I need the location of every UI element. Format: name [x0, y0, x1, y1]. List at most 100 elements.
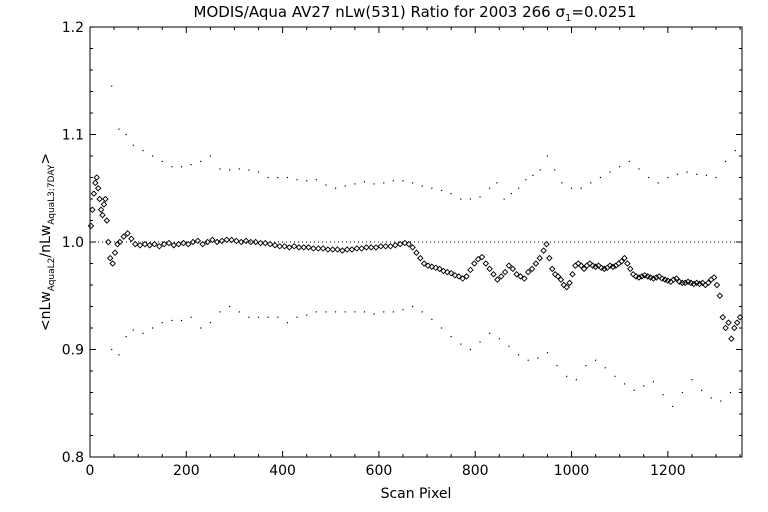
bound-point [503, 198, 505, 200]
data-point [592, 263, 599, 270]
bound-point [595, 359, 597, 361]
data-point [189, 238, 197, 246]
data-point [497, 273, 505, 280]
bound-point [315, 179, 317, 181]
data-point [228, 236, 235, 244]
bound-point [229, 169, 231, 171]
data-point [490, 271, 497, 278]
data-point [136, 241, 144, 249]
data-point [102, 195, 109, 203]
bound-point [132, 144, 134, 146]
bound-point [421, 185, 423, 187]
bound-point [412, 305, 414, 308]
data-point [329, 246, 336, 253]
data-point [204, 238, 211, 246]
data-point [575, 260, 582, 267]
data-point [728, 335, 735, 342]
data-point [690, 280, 698, 288]
data-point [540, 247, 547, 254]
data-point [382, 243, 389, 250]
bound-point [537, 357, 539, 359]
bound-point [209, 322, 211, 324]
data-point [543, 240, 550, 248]
data-point [524, 268, 532, 276]
data-point [367, 244, 375, 251]
bound-point [363, 181, 366, 183]
chart-title: MODIS/Aqua AV27 nLw(531) Ratio for 2003 … [194, 3, 637, 24]
bound-point [151, 327, 154, 329]
bound-point [286, 322, 289, 324]
data-point [521, 275, 528, 282]
data-point [87, 222, 95, 230]
bound-point [180, 319, 183, 322]
data-point [557, 276, 565, 283]
data-point [242, 237, 250, 245]
bound-point [638, 168, 640, 170]
bound-point [171, 166, 173, 168]
data-point [505, 262, 513, 269]
chart-title-main: MODIS/Aqua AV27 nLw(531) Ratio for 2003 … [194, 3, 556, 21]
chart-title-sigma: σ [556, 3, 566, 21]
data-point [566, 279, 573, 287]
data-point [213, 238, 221, 246]
bound-point [354, 183, 356, 185]
data-point [424, 262, 432, 269]
bound-point [421, 311, 423, 313]
bound-point [296, 316, 298, 318]
data-point [94, 185, 102, 192]
bound-point [532, 174, 534, 176]
data-point [209, 236, 216, 244]
chart-title-sigma-sub: 1 [565, 13, 571, 24]
bound-point [431, 318, 433, 320]
data-point [387, 243, 394, 250]
data-point [699, 279, 706, 287]
bound-point [142, 150, 144, 152]
bound-point [517, 354, 520, 356]
bound-point [686, 171, 688, 173]
data-point [621, 254, 628, 262]
data-point [372, 244, 380, 251]
data-point [733, 319, 741, 326]
data-point [165, 239, 173, 247]
data-point [455, 273, 463, 280]
data-point [467, 266, 474, 274]
data-point [286, 244, 293, 251]
bound-point [392, 311, 394, 313]
bound-point [570, 187, 573, 189]
bound-point [460, 343, 462, 345]
bound-point [118, 128, 120, 130]
data-point [673, 275, 680, 282]
data-point [513, 271, 520, 278]
bound-point [623, 383, 626, 385]
y-tick-label: 1.1 [62, 128, 84, 144]
bound-point [238, 168, 240, 170]
bound-point [373, 183, 375, 185]
data-point [97, 206, 105, 213]
data-point [124, 230, 131, 237]
bound-point [696, 173, 698, 175]
bound-point [325, 184, 327, 186]
data-point [428, 263, 436, 270]
data-point [339, 247, 346, 254]
bound-point [277, 176, 279, 179]
bound-point [248, 316, 250, 318]
bound-point [672, 405, 674, 408]
data-point [324, 246, 332, 253]
data-point [310, 245, 317, 252]
data-point [160, 240, 168, 248]
bound-point [739, 388, 741, 390]
data-point [482, 260, 490, 267]
data-point [517, 273, 524, 280]
bound-point [614, 375, 616, 377]
x-tick-label: 400 [269, 463, 296, 479]
x-axis-label: Scan Pixel [381, 486, 452, 502]
y-axis-label-part2: /nLw [38, 225, 54, 258]
y-axis-label-sub1: AquaL2 [47, 258, 57, 292]
data-point [577, 262, 585, 269]
y-tick-label: 0.8 [62, 450, 84, 466]
data-point [719, 314, 726, 321]
data-point [586, 260, 594, 267]
data-point [560, 281, 568, 289]
data-marks [87, 26, 744, 415]
data-point [551, 271, 559, 278]
